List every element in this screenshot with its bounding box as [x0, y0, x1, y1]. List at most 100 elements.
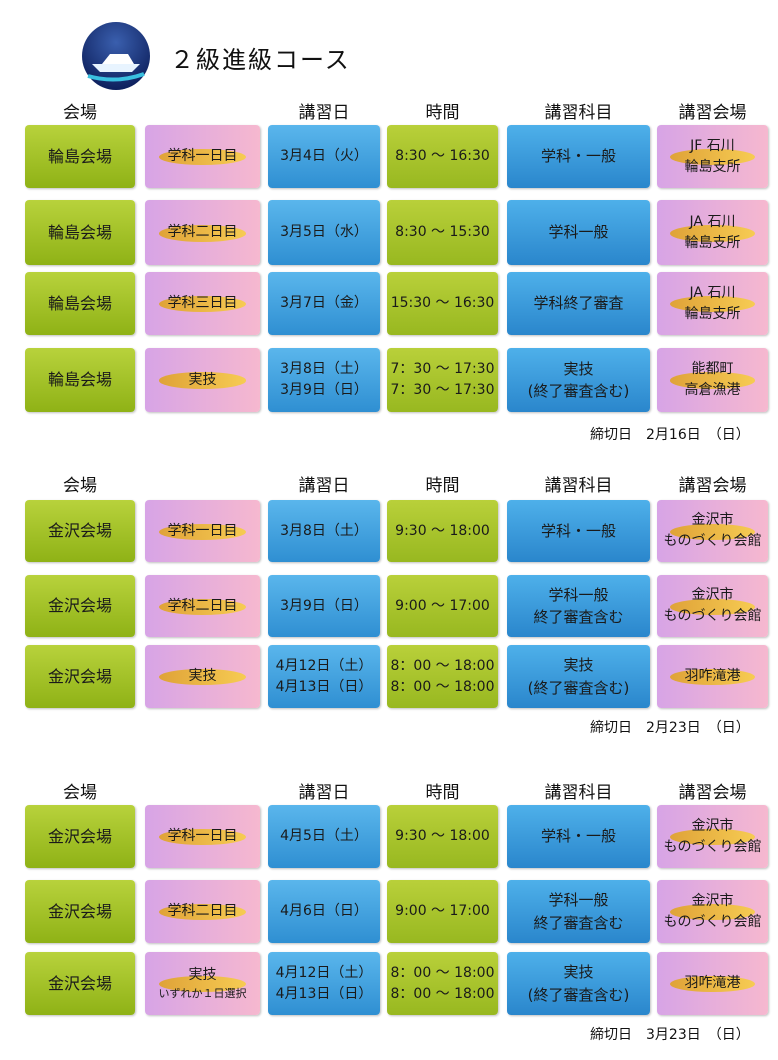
location-text: ものづくり会館 — [663, 608, 762, 624]
day-cell: 実技いずれか１日選択 — [145, 952, 260, 1015]
decoration — [158, 523, 247, 540]
subject-cell: 実技 (終了審査含む) — [507, 348, 650, 412]
location-text: 羽咋滝港 — [684, 975, 741, 991]
subject-text: 学科・一般 — [540, 521, 616, 540]
subject-text: 学科一般 — [548, 585, 609, 604]
time-cell: 9:00 ～ 17:00 — [387, 575, 498, 637]
location-cell: 能都町 高倉漁港 — [657, 348, 768, 412]
subject-text: 学科・一般 — [540, 147, 616, 166]
subject-text: 実技 — [563, 359, 594, 378]
location-text: 金沢市 — [691, 587, 734, 603]
time-cell: 9:30 ～ 18:00 — [387, 805, 498, 868]
time-text: 9:30 ～ 18:00 — [395, 522, 490, 539]
subject-text: 終了審査含む — [533, 608, 624, 626]
decoration — [158, 598, 247, 615]
location-cell: 羽咋滝港 — [657, 645, 768, 708]
date-cell: 3月8日（土） — [268, 500, 380, 562]
column-header: 講習日 — [298, 103, 350, 123]
location-text: 輪島支所 — [684, 305, 741, 322]
date-text: 3月8日（土） — [280, 361, 368, 377]
day-text: 実技 — [188, 371, 217, 388]
day-text: いずれか１日選択 — [158, 986, 247, 1000]
time-text: 7：30 ～ 17:30 — [390, 382, 495, 398]
location-text: JA 石川 — [689, 284, 736, 301]
subject-text: 終了審査含む — [533, 913, 624, 932]
day-cell: 学科二日目 — [145, 880, 260, 943]
decoration — [670, 975, 755, 993]
day-text: 学科二日目 — [167, 903, 238, 919]
time-cell: 8:30 ～ 15:30 — [387, 200, 498, 265]
column-header: 時間 — [425, 103, 460, 123]
date-text: 4月5日（土） — [280, 828, 368, 844]
location-cell: 金沢市 ものづくり会館 — [657, 880, 768, 943]
location-text: 金沢市 — [691, 817, 734, 834]
subject-cell: 実技 (終了審査含む) — [507, 645, 650, 708]
date-text: 3月7日（金） — [280, 295, 368, 311]
location-text: 輪島支所 — [684, 234, 741, 251]
column-header: 時間 — [425, 783, 460, 803]
location-text: 高倉漁港 — [684, 382, 741, 398]
venue-text: 金沢会場 — [47, 901, 112, 921]
location-text: 金沢市 — [691, 512, 734, 528]
location-cell: 金沢市ものづくり会館 — [657, 575, 768, 637]
subject-text: 実技 — [563, 963, 594, 981]
day-text: 学科一日目 — [167, 522, 238, 539]
decoration — [670, 148, 755, 166]
date-cell: 3月9日（日） — [268, 575, 380, 637]
column-header: 講習会場 — [678, 783, 747, 803]
time-text: 8:30 ～ 15:30 — [395, 224, 490, 240]
location-text: 輪島支所 — [684, 158, 741, 175]
venue-text: 金沢会場 — [47, 826, 112, 846]
time-text: 9:30 ～ 18:00 — [395, 828, 490, 844]
day-cell: 学科一日目 — [145, 500, 260, 562]
decoration — [158, 148, 247, 166]
time-text: 15:30 ～ 16:30 — [390, 295, 495, 311]
decoration — [670, 224, 755, 242]
day-cell: 学科一日目 — [145, 805, 260, 868]
column-header: 講習日 — [298, 476, 350, 496]
date-cell: 4月12日（土） 4月13日（日） — [268, 645, 380, 708]
decoration — [158, 903, 247, 921]
deadline: 締切日 2月16日 （日） — [590, 427, 750, 443]
day-text: 学科二日目 — [167, 597, 238, 614]
subject-cell: 学科一般終了審査含む — [507, 575, 650, 637]
time-cell: 9:30 ～ 18:00 — [387, 500, 498, 562]
date-text: 3月5日（水） — [280, 224, 368, 240]
location-text: 金沢市 — [691, 892, 734, 909]
subject-text: 実技 — [563, 656, 594, 674]
column-header: 講習科目 — [544, 476, 613, 496]
subject-text: (終了審査含む) — [527, 985, 630, 1004]
decoration — [158, 224, 247, 242]
date-text: 4月12日（土） — [275, 657, 373, 674]
decoration — [670, 372, 755, 389]
subject-text: 学科一般 — [548, 891, 609, 909]
time-text: 7：30 ～ 17:30 — [390, 361, 495, 377]
venue-text: 輪島会場 — [47, 293, 112, 313]
day-text: 学科三日目 — [167, 295, 238, 311]
venue-cell: 金沢会場 — [25, 805, 135, 868]
location-text: ものづくり会館 — [663, 533, 762, 549]
time-cell: 7：30 ～ 17:30 7：30 ～ 17:30 — [387, 348, 498, 412]
venue-cell: 輪島会場 — [25, 125, 135, 188]
date-cell: 3月7日（金） — [268, 272, 380, 335]
column-header: 講習会場 — [678, 103, 747, 123]
venue-text: 金沢会場 — [47, 521, 112, 540]
venue-text: 金沢会場 — [47, 596, 112, 615]
date-text: 3月8日（土） — [280, 522, 368, 539]
column-header: 時間 — [425, 476, 460, 496]
location-text: 羽咋滝港 — [684, 668, 741, 684]
time-text: 8：00 ～ 18:00 — [390, 678, 495, 695]
subject-cell: 学科一般 — [507, 200, 650, 265]
date-text: 4月13日（日） — [275, 678, 373, 695]
decoration — [158, 668, 247, 686]
decoration — [670, 828, 755, 846]
logo — [82, 22, 150, 90]
location-text: 能都町 — [691, 361, 734, 377]
venue-text: 輪島会場 — [47, 146, 112, 166]
day-cell: 学科二日目 — [145, 200, 260, 265]
subject-text: (終了審査含む) — [527, 382, 630, 400]
venue-text: 輪島会場 — [47, 370, 112, 389]
date-cell: 3月8日（土） 3月9日（日） — [268, 348, 380, 412]
day-text: 実技 — [188, 966, 217, 983]
